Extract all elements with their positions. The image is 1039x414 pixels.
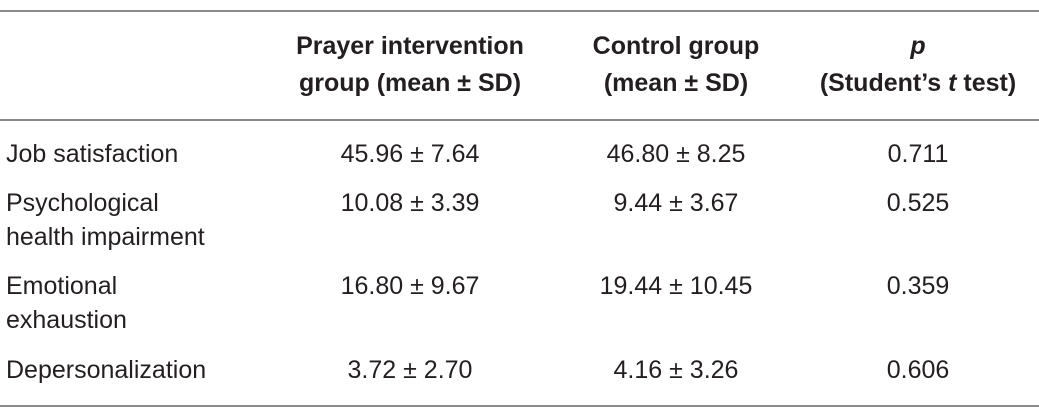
table-row: Job satisfaction 45.96 ± 7.64 46.80 ± 8.…	[0, 120, 1039, 171]
header-test-post: test)	[956, 69, 1017, 97]
header-test-name: (Student’s t test)	[797, 65, 1039, 102]
cell-control: 19.44 ± 10.45	[599, 272, 753, 300]
header-control-line-1: Control group	[592, 32, 760, 60]
table-header: Prayer intervention group (mean ± SD) Co…	[0, 11, 1039, 120]
header-p-symbol: p	[910, 32, 926, 60]
header-control-line-2: (mean ± SD)	[603, 69, 749, 97]
cell-prayer: 45.96 ± 7.64	[340, 140, 480, 168]
header-prayer-line-1: Prayer intervention	[296, 32, 524, 60]
header-prayer-line-2: group (mean ± SD)	[298, 69, 522, 97]
cell-prayer: 16.80 ± 9.67	[340, 272, 480, 300]
header-cell-prayer: Prayer intervention group (mean ± SD)	[265, 11, 555, 120]
table-row: Emotional exhaustion 16.80 ± 9.67 19.44 …	[0, 254, 1039, 337]
cell-p-value: 0.711	[887, 140, 949, 168]
table-body: Job satisfaction 45.96 ± 7.64 46.80 ± 8.…	[0, 120, 1039, 406]
row-label: Psychological health impairment	[6, 189, 205, 251]
cell-p-value: 0.359	[886, 272, 950, 300]
cell-prayer: 10.08 ± 3.39	[340, 189, 480, 217]
table-row: Depersonalization 3.72 ± 2.70 4.16 ± 3.2…	[0, 337, 1039, 406]
cell-control: 9.44 ± 3.67	[613, 189, 739, 217]
results-table: Prayer intervention group (mean ± SD) Co…	[0, 10, 1039, 407]
header-cell-p-value: p (Student’s t test)	[797, 11, 1039, 120]
row-label: Depersonalization	[6, 356, 207, 384]
header-row: Prayer intervention group (mean ± SD) Co…	[0, 11, 1039, 120]
header-test-t: t	[948, 69, 957, 97]
row-label: Emotional exhaustion	[6, 272, 127, 334]
cell-p-value: 0.606	[886, 356, 950, 384]
header-cell-control: Control group (mean ± SD)	[555, 11, 797, 120]
header-cell-measure	[0, 11, 265, 120]
row-label: Job satisfaction	[6, 140, 179, 168]
table-row: Psychological health impairment 10.08 ± …	[0, 171, 1039, 254]
cell-control: 46.80 ± 8.25	[606, 140, 746, 168]
cell-p-value: 0.525	[886, 189, 950, 217]
cell-control: 4.16 ± 3.26	[613, 356, 739, 384]
cell-prayer: 3.72 ± 2.70	[347, 356, 473, 384]
header-test-pre: (Student’s	[819, 69, 949, 97]
